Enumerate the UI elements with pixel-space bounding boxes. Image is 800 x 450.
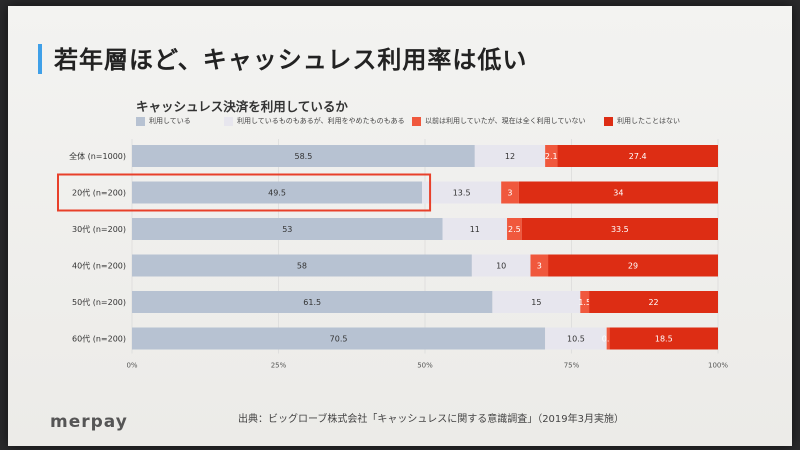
category-label: 50代 (n=200) [72, 297, 126, 307]
bar-segment [474, 145, 546, 167]
highlight-box [57, 173, 432, 212]
legend-item: 利用している [136, 116, 191, 126]
bar-segment [545, 145, 558, 167]
bar-segment [507, 218, 522, 240]
x-tick-label: 50% [417, 362, 433, 370]
category-label: 60代 (n=200) [72, 334, 126, 344]
bar-segment [518, 181, 718, 204]
bar-segment [132, 254, 472, 277]
legend-label: 利用しているものもあるが、利用をやめたものもある [237, 117, 405, 125]
legend-label: 利用している [149, 117, 191, 125]
bar-segment [609, 327, 718, 350]
data-label: 12 [505, 152, 515, 161]
chart-title: キャッシュレス決済を利用しているか [136, 99, 348, 114]
data-label: 3 [507, 189, 512, 198]
bar-segment [132, 145, 475, 167]
data-label: 1.5 [578, 298, 591, 307]
data-label: 61.5 [303, 298, 321, 307]
data-label: 11 [470, 225, 480, 234]
legend-item: 利用したことはない [604, 116, 680, 126]
data-label: 2.5 [508, 225, 521, 234]
bar-segment [132, 181, 423, 204]
legend-label: 利用したことはない [617, 117, 680, 125]
bar-segment [606, 327, 610, 350]
data-label: 10.5 [567, 335, 585, 344]
data-label: 33.5 [611, 225, 629, 234]
merpay-logo: merpay [50, 412, 128, 432]
data-label: 70.5 [330, 335, 348, 344]
bar-segment [132, 218, 443, 240]
data-label: 58.5 [294, 152, 312, 161]
category-label: 30代 (n=200) [72, 224, 126, 234]
legend-swatch [136, 116, 145, 126]
data-label: 10 [496, 262, 506, 271]
legend-label: 以前は利用していたが、現在は全く利用していない [425, 117, 586, 125]
bar-segment [530, 254, 549, 277]
data-label: 49.5 [268, 189, 286, 198]
x-tick-label: 25% [271, 362, 287, 370]
bar-segment [548, 254, 718, 277]
bar-segment [471, 254, 531, 277]
title-accent-bar [38, 44, 42, 74]
data-label: 58 [297, 262, 307, 271]
data-label: 53 [282, 225, 292, 234]
category-label: 20代 (n=200) [72, 188, 126, 198]
bar-segment [521, 218, 718, 240]
bar-segment [132, 291, 493, 313]
legend-swatch [412, 116, 421, 126]
bar-segment [492, 291, 581, 313]
bar-segment [501, 181, 519, 204]
data-label: 22 [648, 298, 658, 307]
source-note: 出典：ビッグローブ株式会社「キャッシュレスに関する意識調査」（2019年3月実施… [238, 414, 625, 425]
slide-title: 若年層ほど、キャッシュレス利用率は低い [54, 46, 528, 74]
x-tick-label: 0% [126, 362, 137, 370]
x-tick-label: 100% [708, 362, 728, 370]
chart-legend: 利用している 利用しているものもあるが、利用をやめたものもある 以前は利用していたが… [136, 116, 756, 130]
bar-segment [422, 181, 502, 204]
bar-segment [557, 145, 718, 167]
data-label: 2.1 [545, 152, 558, 161]
bar-segment [442, 218, 508, 240]
category-label: 全体 (n=1000) [69, 151, 126, 161]
data-label: 29 [628, 262, 638, 271]
data-label: 0.5 [602, 335, 615, 344]
legend-swatch [604, 116, 613, 126]
data-label: 18.5 [655, 335, 673, 344]
legend-item: 利用しているものもあるが、利用をやめたものもある [224, 116, 405, 126]
data-label: 27.4 [629, 152, 647, 161]
bar-segment [589, 291, 718, 313]
data-label: 3 [537, 262, 542, 271]
category-label: 40代 (n=200) [72, 261, 126, 271]
bar-segment [580, 291, 590, 313]
bar-segment [132, 327, 546, 350]
x-tick-label: 75% [564, 362, 580, 370]
bar-segment [545, 327, 607, 350]
legend-item: 以前は利用していたが、現在は全く利用していない [412, 116, 585, 126]
data-label: 13.5 [453, 189, 471, 198]
legend-swatch [224, 116, 233, 126]
data-label: 15 [531, 298, 541, 307]
data-label: 34 [613, 189, 623, 198]
